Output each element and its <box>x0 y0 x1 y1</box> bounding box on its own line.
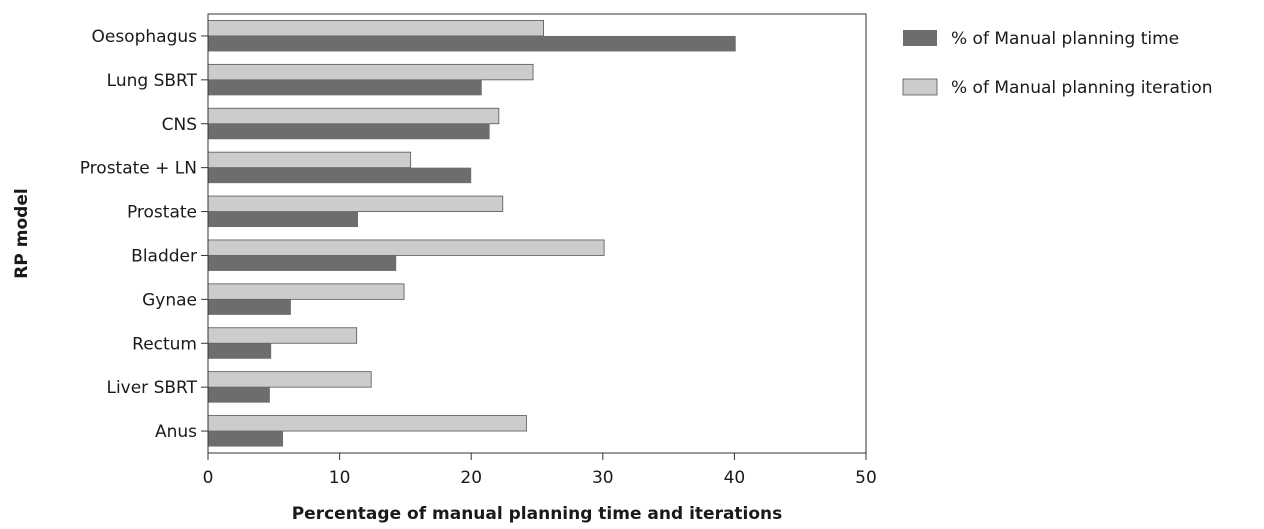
y-tick-label: Bladder <box>131 246 197 266</box>
bars-layer <box>207 20 736 447</box>
x-tick-label: 0 <box>203 468 214 488</box>
y-tick-label: Oesophagus <box>91 27 197 47</box>
bar-time <box>208 431 284 447</box>
bar-iteration <box>207 415 527 432</box>
bar-iteration <box>207 151 412 169</box>
bar-iteration <box>207 195 504 212</box>
y-tick-label: CNS <box>162 115 197 135</box>
y-axis-title: RP model <box>12 188 32 278</box>
bar-iteration <box>207 20 544 37</box>
y-tick-label: Lung SBRT <box>107 71 198 91</box>
y-tick-label: Liver SBRT <box>106 378 197 398</box>
bar-time <box>208 79 482 96</box>
x-tick-label: 30 <box>592 468 614 488</box>
bar-iteration <box>207 371 372 388</box>
legend-label: % of Manual planning time <box>951 29 1179 49</box>
legend: % of Manual planning time % of Manual pla… <box>902 29 1213 98</box>
y-tick-label: Rectum <box>132 334 197 354</box>
x-axis-title: Percentage of manual planning time and i… <box>292 504 783 524</box>
y-tick-label: Anus <box>155 422 197 442</box>
bar-time <box>208 387 270 403</box>
bar-time <box>208 35 736 52</box>
legend-swatch <box>902 78 938 96</box>
x-tick-label: 20 <box>460 468 482 488</box>
y-tick-label: Prostate + LN <box>80 159 197 179</box>
bar-time <box>208 211 359 228</box>
x-tick-label: 40 <box>724 468 746 488</box>
bar-iteration <box>207 107 500 125</box>
bar-time <box>208 167 472 184</box>
x-tick-label: 50 <box>855 468 877 488</box>
x-tick-label: 10 <box>329 468 351 488</box>
bar-time <box>208 343 272 359</box>
bar-time <box>208 255 397 271</box>
legend-swatch <box>903 30 937 46</box>
bar-time <box>208 299 291 315</box>
bar-iteration <box>207 239 605 256</box>
plot-frame <box>207 13 867 454</box>
bar-time <box>208 123 490 140</box>
axis-ticks-layer: Oesophagus Lung SBRT CNS Prostate + LN Prost… <box>80 27 877 488</box>
bar-iteration <box>207 327 358 344</box>
y-tick-label: Gynae <box>142 290 197 310</box>
bar-iteration <box>207 63 534 81</box>
bar-iteration <box>207 283 405 300</box>
y-tick-label: Prostate <box>127 203 197 223</box>
legend-label: % of Manual planning iteration <box>951 78 1213 98</box>
